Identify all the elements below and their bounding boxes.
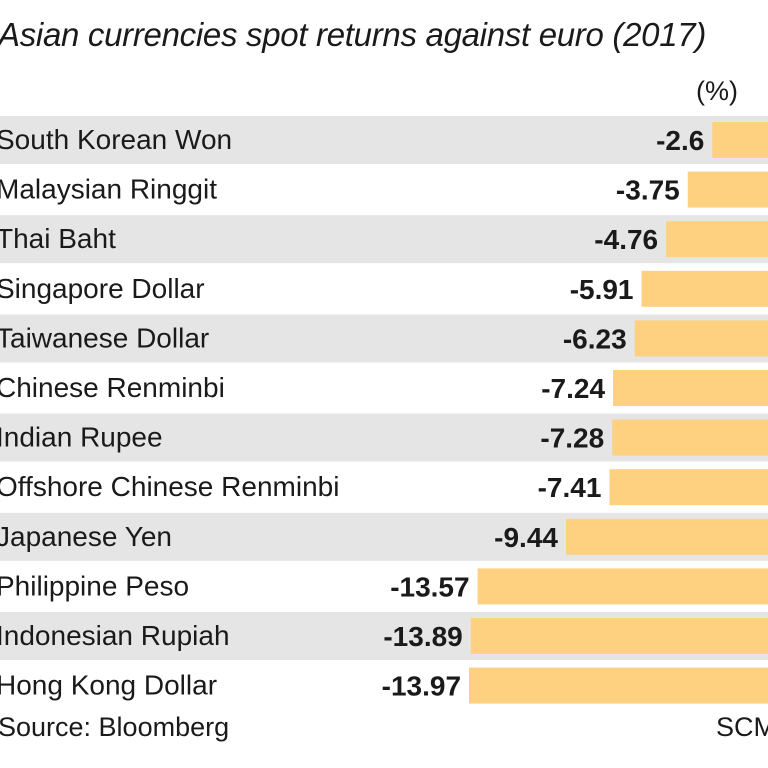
bar	[565, 518, 768, 555]
bar	[612, 419, 768, 456]
category-label: Offshore Chinese Renminbi	[0, 471, 339, 502]
value-label: -13.89	[383, 621, 462, 652]
bar	[470, 618, 768, 654]
category-label: Taiwanese Dollar	[0, 322, 209, 353]
value-label: -3.75	[616, 175, 680, 206]
bar	[477, 568, 768, 605]
value-label: -7.41	[538, 472, 602, 503]
value-label: -4.76	[594, 224, 658, 255]
category-label: Malaysian Ringgit	[0, 174, 217, 205]
row-background	[0, 215, 768, 264]
bar	[666, 221, 768, 258]
row-background	[0, 116, 768, 164]
category-label: Indian Rupee	[0, 422, 163, 453]
bar	[641, 270, 768, 307]
category-label: Chinese Renminbi	[0, 372, 225, 403]
category-label: Hong Kong Dollar	[0, 670, 217, 701]
row-background	[0, 264, 768, 313]
chart-title: Asian currencies spot returns against eu…	[0, 16, 707, 53]
value-label: -9.44	[494, 522, 558, 553]
bar	[613, 370, 768, 406]
value-label: -5.91	[570, 274, 634, 305]
bar	[469, 667, 768, 704]
bar	[712, 122, 768, 158]
value-label: -2.6	[656, 125, 704, 156]
value-label: -13.57	[390, 571, 469, 602]
category-label: Thai Baht	[0, 223, 116, 254]
bar	[634, 320, 768, 357]
credit-label: SCMP	[716, 712, 768, 742]
bar-chart: South Korean Won -2.6 Malaysian Ringgit -3.…	[0, 116, 768, 710]
value-label: -6.23	[563, 323, 627, 354]
bar	[609, 469, 768, 506]
category-label: Singapore Dollar	[0, 273, 205, 304]
category-label: Japanese Yen	[0, 521, 172, 552]
row-background	[0, 165, 768, 214]
unit-label: (%)	[696, 76, 738, 106]
category-label: South Korean Won	[0, 124, 232, 155]
value-label: -7.24	[541, 373, 605, 404]
source-note: Source: Bloomberg	[0, 712, 230, 742]
category-label: Philippine Peso	[0, 570, 189, 601]
category-label: Indonesian Rupiah	[0, 620, 230, 651]
value-label: -7.28	[540, 423, 604, 454]
value-label: -13.97	[382, 671, 461, 702]
bar	[687, 171, 768, 208]
